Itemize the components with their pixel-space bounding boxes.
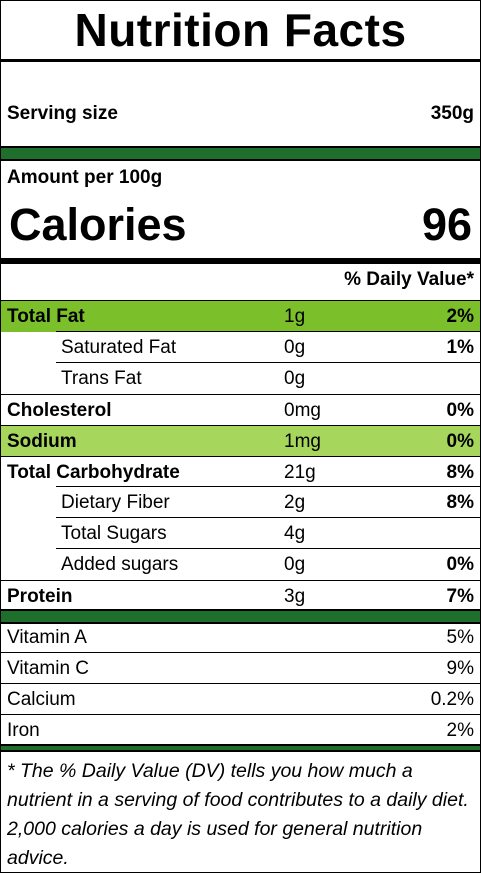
vitamin-name: Calcium xyxy=(7,689,76,710)
row-divider xyxy=(56,486,480,487)
nutrient-name: Total Fat xyxy=(7,306,85,327)
nutrient-dv: 0% xyxy=(446,431,474,452)
calories-value: 96 xyxy=(421,199,472,250)
nutrient-row-total-sugars: Total Sugars 4g xyxy=(1,517,480,549)
serving-size-label: Serving size xyxy=(7,103,118,124)
vitamin-dv: 0.2% xyxy=(430,689,474,710)
nutrient-row-added-sugars: Added sugars 0g 0% xyxy=(1,548,480,580)
nutrient-dv: 8% xyxy=(446,462,474,483)
vitamin-row-a: Vitamin A 5% xyxy=(1,622,480,653)
serving-size-value: 350g xyxy=(430,103,474,124)
divider-green-top xyxy=(1,146,480,161)
nutrient-name: Trans Fat xyxy=(61,368,142,389)
serving-size-row: Serving size 350g xyxy=(1,97,480,133)
nutrient-row-cholesterol: Cholesterol 0mg 0% xyxy=(1,394,480,426)
label-title: Nutrition Facts xyxy=(1,1,480,62)
nutrient-amount: 0mg xyxy=(284,400,321,421)
nutrient-name: Total Carbohydrate xyxy=(7,462,180,483)
row-divider xyxy=(56,548,480,549)
nutrient-amount: 0g xyxy=(284,337,306,358)
footnote-text: * The % Daily Value (DV) tells you how m… xyxy=(7,760,469,869)
vitamin-dv: 5% xyxy=(446,627,474,648)
row-divider xyxy=(56,331,480,332)
row-divider xyxy=(56,517,480,518)
daily-value-header: % Daily Value* xyxy=(344,269,474,290)
nutrient-dv: 0% xyxy=(446,400,474,421)
divider-green-middle xyxy=(1,609,480,624)
nutrient-amount: 0g xyxy=(284,554,306,575)
nutrient-name: Cholesterol xyxy=(7,400,112,421)
amount-per-label: Amount per 100g xyxy=(7,167,163,188)
nutrient-row-total-carbohydrate: Total Carbohydrate 21g 8% xyxy=(1,456,480,488)
nutrient-name: Added sugars xyxy=(61,554,179,575)
nutrient-name: Protein xyxy=(7,586,73,607)
vitamin-name: Vitamin A xyxy=(7,627,87,648)
vitamin-dv: 2% xyxy=(446,720,474,741)
nutrient-amount: 1g xyxy=(284,306,306,327)
nutrient-name: Sodium xyxy=(7,431,77,452)
nutrient-name: Total Sugars xyxy=(61,523,167,544)
nutrient-name: Saturated Fat xyxy=(61,337,177,358)
mineral-row-calcium: Calcium 0.2% xyxy=(1,683,480,715)
nutrient-amount: 4g xyxy=(284,523,306,544)
vitamin-name: Iron xyxy=(7,720,40,741)
nutrient-row-protein: Protein 3g 7% xyxy=(1,580,480,612)
vitamin-name: Vitamin C xyxy=(7,658,90,679)
nutrient-amount: 3g xyxy=(284,586,306,607)
nutrient-amount: 21g xyxy=(284,462,316,483)
nutrient-row-saturated-fat: Saturated Fat 0g 1% xyxy=(1,331,480,363)
calories-label: Calories xyxy=(9,199,187,250)
nutrient-row-dietary-fiber: Dietary Fiber 2g 8% xyxy=(1,486,480,518)
vitamin-dv: 9% xyxy=(446,658,474,679)
nutrient-dv: 2% xyxy=(446,306,474,327)
vitamin-row-c: Vitamin C 9% xyxy=(1,652,480,684)
nutrient-amount: 1mg xyxy=(284,431,321,452)
nutrient-dv: 1% xyxy=(446,337,474,358)
nutrient-amount: 2g xyxy=(284,492,306,513)
nutrient-row-total-fat: Total Fat 1g 2% xyxy=(1,300,480,332)
nutrient-dv: 8% xyxy=(446,492,474,513)
divider-calories xyxy=(1,258,480,264)
nutrient-row-trans-fat: Trans Fat 0g xyxy=(1,362,480,394)
nutrient-dv: 7% xyxy=(446,586,474,607)
nutrient-amount: 0g xyxy=(284,368,306,389)
nutrient-row-sodium: Sodium 1mg 0% xyxy=(1,425,480,457)
divider-green-bottom xyxy=(1,744,480,752)
mineral-row-iron: Iron 2% xyxy=(1,714,480,746)
nutrient-name: Dietary Fiber xyxy=(61,492,170,513)
nutrient-dv: 0% xyxy=(446,554,474,575)
row-divider xyxy=(56,362,480,363)
